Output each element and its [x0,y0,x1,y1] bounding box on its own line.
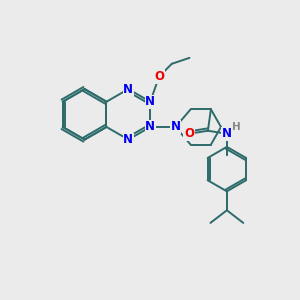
Text: N: N [145,95,155,108]
Text: N: N [145,121,155,134]
Text: O: O [154,70,164,83]
Text: N: N [222,127,232,140]
Text: N: N [123,133,134,146]
Text: N: N [123,82,134,96]
Text: O: O [184,127,194,140]
Text: H: H [232,122,241,132]
Text: N: N [170,121,181,134]
